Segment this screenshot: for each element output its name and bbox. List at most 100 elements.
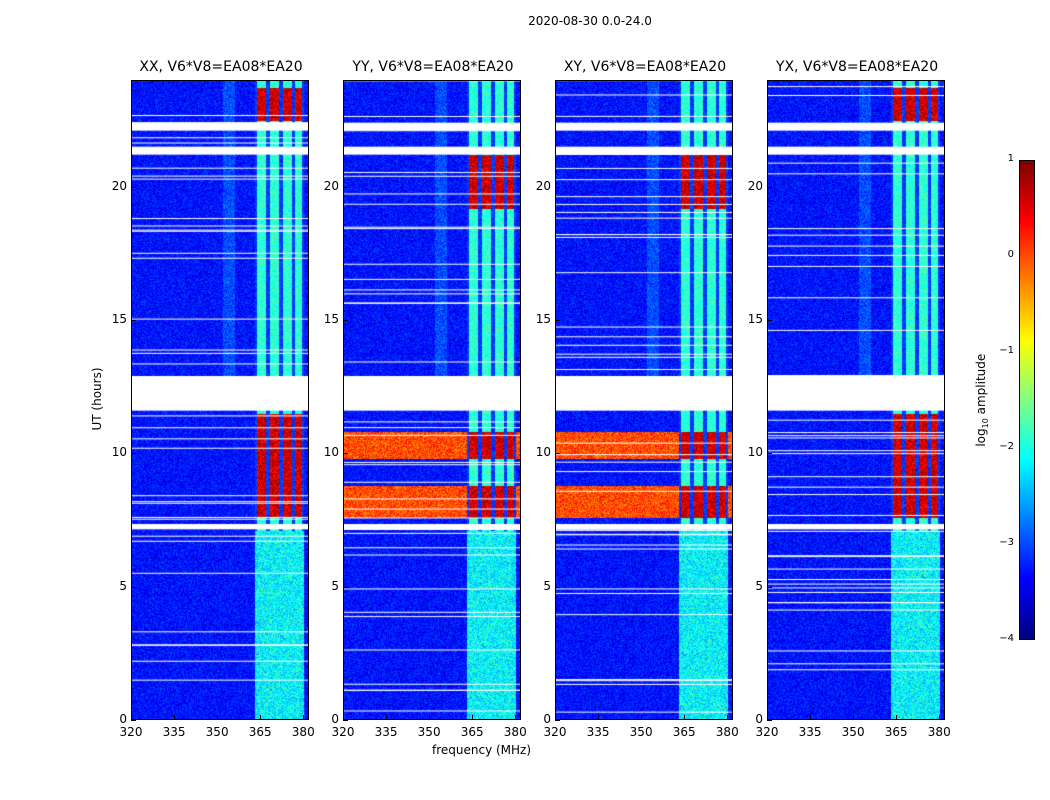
y-tick-label: 5 [755, 578, 763, 593]
x-tick-label: 380 [503, 725, 527, 739]
y-tick-mark [343, 720, 348, 721]
y-tick-mark [767, 186, 772, 188]
y-tick-label: 15 [747, 312, 763, 326]
y-tick-label: 5 [119, 578, 127, 593]
panel-title-yy: YY, V6*V8=EA08*EA20 [352, 59, 514, 75]
y-tick-label: 10 [111, 445, 127, 460]
x-tick-mark [641, 715, 643, 720]
y-tick-label: 15 [323, 312, 339, 326]
y-tick-label: 0 [755, 712, 763, 726]
x-tick-mark [727, 715, 729, 720]
x-tick-mark [343, 715, 344, 720]
x-tick-label: 365 [672, 725, 696, 739]
colorbar-label: log10 amplitude [973, 353, 991, 447]
panel-title-yx: YX, V6*V8=EA08*EA20 [775, 59, 939, 75]
x-tick-mark [131, 715, 132, 720]
colorbar [1019, 160, 1035, 640]
y-tick-label: 0 [331, 712, 339, 726]
x-tick-mark [429, 715, 431, 720]
x-tick-mark [767, 715, 768, 720]
colorbar-tick-label: −4 [999, 633, 1014, 644]
y-tick-label: 20 [323, 178, 339, 193]
x-tick-mark [810, 715, 812, 720]
x-axis-label: frequency (MHz) [432, 743, 532, 757]
x-tick-label: 380 [927, 725, 951, 739]
colorbar-tick-label: 0 [1007, 249, 1014, 260]
y-tick-mark [343, 453, 348, 455]
x-tick-label: 350 [841, 725, 865, 739]
y-tick-mark [555, 453, 560, 455]
x-tick-label: 350 [205, 725, 229, 739]
y-tick-label: 20 [535, 178, 551, 193]
y-tick-mark [767, 320, 772, 321]
x-tick-mark [598, 715, 600, 720]
y-tick-label: 0 [119, 712, 127, 726]
y-tick-label: 15 [535, 312, 551, 326]
y-tick-mark [131, 453, 136, 455]
x-tick-label: 350 [629, 725, 653, 739]
y-tick-mark [767, 586, 772, 588]
y-tick-label: 10 [747, 445, 763, 460]
y-tick-label: 10 [323, 445, 339, 460]
x-tick-label: 380 [715, 725, 739, 739]
colorbar-tick-label: −3 [999, 537, 1014, 548]
colorbar-tick-label: −1 [999, 345, 1014, 356]
y-axis-label: UT (hours) [90, 367, 104, 431]
x-tick-label: 335 [798, 725, 822, 739]
y-tick-mark [767, 453, 772, 455]
colorbar-tick-label: 1 [1007, 153, 1014, 164]
x-tick-mark [515, 715, 517, 720]
x-tick-mark [896, 715, 898, 720]
y-tick-label: 5 [331, 578, 339, 593]
x-tick-mark [260, 715, 262, 720]
y-tick-mark [555, 720, 560, 721]
y-tick-mark [555, 186, 560, 188]
x-tick-label: 365 [248, 725, 272, 739]
y-tick-label: 15 [111, 312, 127, 326]
x-tick-label: 320 [543, 725, 567, 739]
y-tick-label: 20 [111, 178, 127, 193]
x-tick-mark [853, 715, 855, 720]
x-tick-label: 320 [331, 725, 355, 739]
x-tick-label: 320 [119, 725, 143, 739]
heatmap-panel-xx [131, 80, 309, 720]
y-tick-mark [343, 186, 348, 188]
y-tick-mark [131, 320, 136, 321]
y-tick-label: 5 [543, 578, 551, 593]
figure-title: 2020-08-30 0.0-24.0 [528, 14, 652, 28]
y-tick-label: 0 [543, 712, 551, 726]
x-tick-label: 335 [162, 725, 186, 739]
x-tick-label: 365 [460, 725, 484, 739]
y-tick-mark [555, 320, 560, 321]
colorbar-tick-label: −2 [999, 441, 1014, 452]
x-tick-mark [555, 715, 556, 720]
heatmap-panel-xy [555, 80, 733, 720]
y-tick-mark [131, 586, 136, 588]
x-tick-mark [217, 715, 219, 720]
x-tick-mark [939, 715, 941, 720]
x-tick-label: 320 [755, 725, 779, 739]
x-tick-label: 350 [417, 725, 441, 739]
y-tick-mark [131, 186, 136, 188]
x-tick-label: 365 [884, 725, 908, 739]
x-tick-label: 335 [374, 725, 398, 739]
x-tick-mark [303, 715, 305, 720]
x-tick-label: 335 [586, 725, 610, 739]
x-tick-label: 380 [291, 725, 315, 739]
y-tick-mark [767, 720, 772, 721]
panel-title-xy: XY, V6*V8=EA08*EA20 [563, 59, 727, 75]
heatmap-panel-yy [343, 80, 521, 720]
x-tick-mark [684, 715, 686, 720]
x-tick-mark [472, 715, 474, 720]
y-tick-mark [343, 320, 348, 321]
y-tick-mark [555, 586, 560, 588]
y-tick-label: 20 [747, 178, 763, 193]
y-tick-mark [131, 720, 136, 721]
heatmap-panel-yx [767, 80, 945, 720]
x-tick-mark [174, 715, 176, 720]
x-tick-mark [386, 715, 388, 720]
y-tick-mark [343, 586, 348, 588]
panel-title-xx: XX, V6*V8=EA08*EA20 [139, 59, 303, 75]
y-tick-label: 10 [535, 445, 551, 460]
